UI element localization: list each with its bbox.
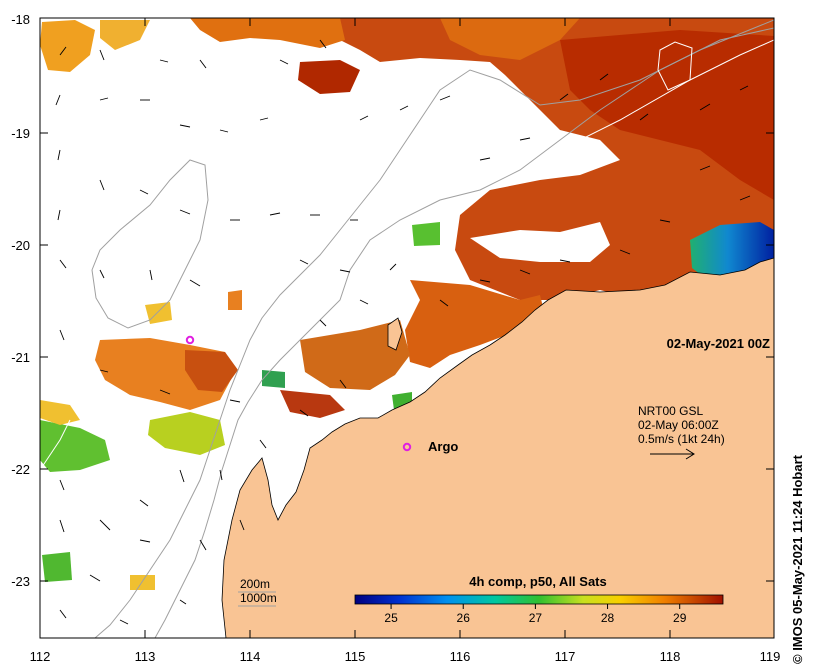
sst-patch-west-dark (185, 350, 238, 392)
sst-patch-sw-green (42, 552, 72, 582)
sst-patch-orange-north (440, 18, 580, 60)
colorbar-tick-label-26: 26 (457, 611, 471, 625)
colorbar-tick-label-28: 28 (601, 611, 615, 625)
sst-patch-small-orange (228, 290, 242, 310)
x-axis-labels: 112 113 114 115 116 117 118 119 (30, 649, 781, 664)
x-tick-119: 119 (760, 649, 781, 664)
argo-marker-west[interactable] (185, 335, 195, 345)
sst-patch-central-west (300, 320, 410, 390)
sst-patch-green-small (262, 370, 285, 388)
y-tick-20: -20 (11, 238, 30, 253)
current-info-line1: NRT00 GSL (638, 404, 703, 418)
sst-patch-sw-yellow (130, 575, 155, 590)
credit-line: © IMOS 05-May-2021 11:24 Hobart (790, 455, 805, 664)
y-axis-labels: -18 -19 -20 -21 -22 -23 (11, 12, 30, 589)
land-australia (221, 257, 774, 638)
legend-200m-label: 200m (240, 577, 270, 591)
y-tick-23: -23 (11, 574, 30, 589)
sst-patch-west-yellowgreen (148, 412, 225, 455)
y-tick-18: -18 (11, 12, 30, 27)
colorbar-tick-label-27: 27 (529, 611, 543, 625)
colorbar-title: 4h comp, p50, All Sats (469, 574, 607, 589)
sst-patch-green-north (412, 222, 440, 246)
argo-label: Argo (428, 439, 458, 454)
plot-frame (39, 17, 775, 639)
x-tick-113: 113 (135, 649, 156, 664)
y-tick-19: -19 (11, 126, 30, 141)
sst-patch-northeast-dark (560, 30, 774, 200)
sst-patch-dark-top (298, 60, 360, 94)
legend-1000m-label: 1000m (240, 591, 277, 605)
argo-marker-east[interactable] (402, 442, 412, 452)
x-tick-116: 116 (450, 649, 471, 664)
sst-patch-west-green (40, 420, 110, 472)
x-tick-118: 118 (660, 649, 681, 664)
colorbar: 4h comp, p50, All Sats 25 26 27 28 29 (354, 574, 724, 625)
axis-ticks (39, 17, 775, 638)
contour-200m (154, 27, 774, 638)
colorbar-tick-label-25: 25 (384, 611, 398, 625)
cloud-gap-east (470, 222, 610, 262)
x-tick-115: 115 (345, 649, 366, 664)
colorbar-tick-label-29: 29 (673, 611, 687, 625)
current-info-line2: 02-May 06:00Z (638, 418, 719, 432)
land-island (387, 317, 403, 351)
x-tick-114: 114 (240, 649, 261, 664)
y-tick-22: -22 (11, 462, 30, 477)
y-tick-21: -21 (11, 350, 30, 365)
sst-patch-yellow-north2 (100, 20, 150, 50)
sst-patch-yellow-northwest (40, 20, 95, 72)
contour-1000m (94, 19, 774, 638)
x-tick-117: 117 (555, 649, 576, 664)
sst-patch-west-yellow (40, 400, 80, 425)
colorbar-gradient (354, 594, 724, 605)
contour-ne-outline (657, 41, 693, 91)
sst-patch-central (405, 280, 545, 368)
current-scale-arrow (650, 448, 695, 460)
sst-patch-central-dark (280, 390, 345, 418)
current-arrows (55, 39, 751, 625)
x-tick-112: 112 (30, 649, 51, 664)
contour-sw (40, 419, 71, 471)
date-label: 02-May-2021 00Z (667, 336, 770, 351)
contour-plateau (91, 159, 209, 329)
current-info-line3: 0.5m/s (1kt 24h) (638, 432, 725, 446)
sst-patch-orange-top (190, 18, 345, 48)
